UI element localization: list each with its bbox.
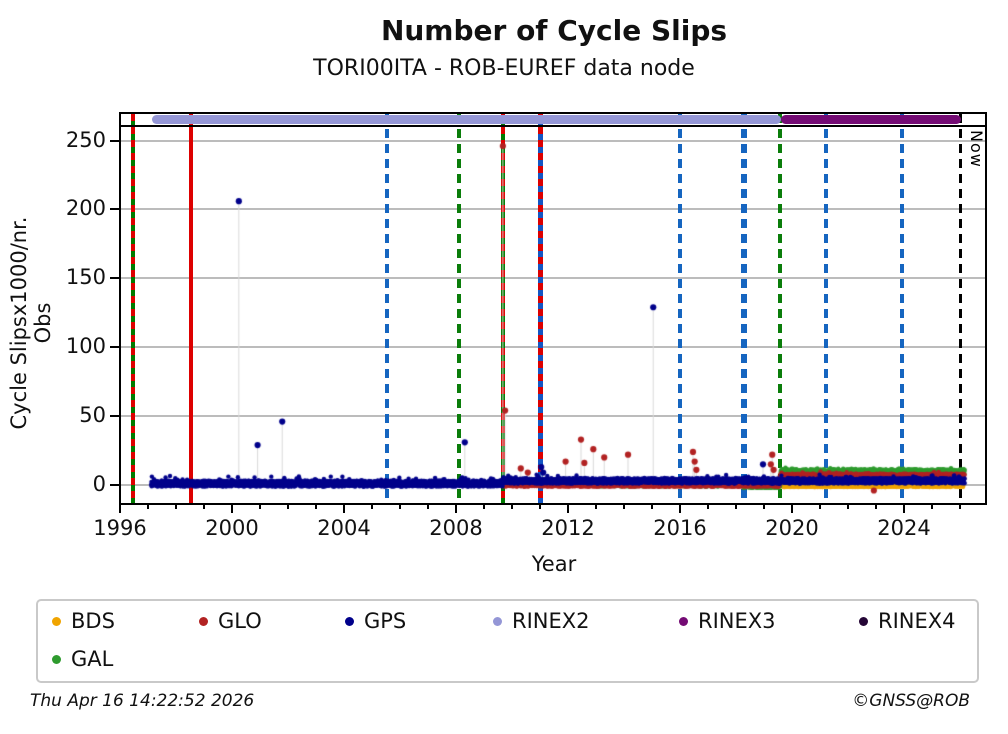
- x-tick: [539, 503, 541, 509]
- y-tick: [110, 139, 119, 142]
- x-tick: [427, 503, 429, 509]
- x-tick: [931, 503, 933, 509]
- legend-item-gps: GPS: [345, 609, 406, 633]
- y-tick-label: 50: [79, 403, 106, 428]
- x-tick: [483, 503, 485, 509]
- legend-label: GAL: [71, 647, 114, 671]
- y-tick-label: 0: [92, 472, 106, 496]
- plot-area: Now: [119, 112, 987, 505]
- y-tick: [110, 484, 119, 486]
- y-tick-label: 100: [65, 334, 106, 359]
- legend-label: RINEX3: [698, 609, 776, 633]
- legend-label: GPS: [364, 609, 407, 633]
- x-tick: [315, 503, 317, 509]
- y-tick-label: 200: [65, 196, 106, 221]
- x-tick: [623, 503, 625, 509]
- copyright-credit: ©GNSS@ROB: [852, 691, 970, 711]
- x-tick: [735, 503, 737, 509]
- x-tick: [511, 503, 513, 509]
- x-tick: [679, 503, 681, 513]
- x-tick: [287, 503, 289, 509]
- x-tick: [399, 503, 401, 509]
- y-tick: [110, 208, 119, 211]
- legend-item-rinex4: RINEX4: [859, 609, 956, 633]
- y-tick-label: 250: [65, 127, 106, 152]
- x-tick: [651, 503, 653, 509]
- chart-subtitle: TORI00ITA - ROB-EUREF data node: [313, 56, 695, 81]
- legend-label: RINEX2: [512, 609, 590, 633]
- scatter-data-canvas: [121, 114, 985, 503]
- x-tick-label: 2024: [877, 516, 931, 540]
- x-tick-label: 2012: [541, 516, 595, 540]
- y-tick: [110, 415, 119, 418]
- x-tick-label: 1996: [93, 516, 147, 540]
- x-tick: [455, 503, 457, 513]
- x-tick: [343, 503, 345, 513]
- x-tick: [371, 503, 373, 509]
- x-tick-label: 2004: [317, 516, 371, 540]
- gps-marker-icon: [345, 616, 354, 626]
- x-tick-label: 2020: [765, 516, 819, 540]
- x-tick: [175, 503, 177, 509]
- legend-item-gal: GAL: [52, 647, 113, 671]
- x-tick-label: 2008: [429, 516, 483, 540]
- legend-item-bds: BDS: [52, 609, 115, 633]
- x-tick: [567, 503, 569, 513]
- x-tick: [203, 503, 205, 509]
- rinex2-marker-icon: [493, 616, 502, 626]
- x-tick: [903, 503, 905, 513]
- x-tick: [231, 503, 233, 513]
- y-tick: [110, 277, 119, 280]
- x-tick: [959, 503, 961, 509]
- x-tick: [595, 503, 597, 509]
- y-tick: [110, 346, 119, 349]
- x-tick: [119, 503, 121, 513]
- legend-item-glo: GLO: [199, 609, 262, 633]
- x-tick: [707, 503, 709, 509]
- x-tick: [791, 503, 793, 513]
- version-bar-rinex2: [152, 115, 781, 124]
- x-axis-label: Year: [531, 552, 577, 576]
- now-label: Now: [966, 130, 986, 168]
- plot-timestamp: Thu Apr 16 14:22:52 2026: [30, 691, 255, 711]
- x-tick: [875, 503, 877, 509]
- x-tick: [819, 503, 821, 509]
- legend-label: GLO: [218, 609, 262, 633]
- x-tick-label: 2000: [205, 516, 259, 540]
- legend-label: RINEX4: [878, 609, 956, 633]
- x-tick: [147, 503, 149, 509]
- rinex3-marker-icon: [679, 616, 688, 626]
- glo-marker-icon: [199, 616, 208, 626]
- gal-marker-icon: [52, 654, 61, 664]
- y-tick-label: 150: [65, 265, 106, 290]
- legend-label: BDS: [71, 609, 115, 633]
- legend-item-rinex2: RINEX2: [493, 609, 590, 633]
- chart-title: Number of Cycle Slips: [380, 14, 728, 47]
- version-bar-rinex3: [780, 115, 961, 124]
- bds-marker-icon: [52, 616, 61, 626]
- legend-box: BDS GLO GPS RINEX2 RINEX3 RINEX4 GAL: [36, 599, 979, 683]
- x-tick: [847, 503, 849, 509]
- x-tick-label: 2016: [653, 516, 707, 540]
- x-tick: [259, 503, 261, 509]
- legend-item-rinex3: RINEX3: [679, 609, 776, 633]
- x-tick: [763, 503, 765, 509]
- rinex4-marker-icon: [859, 616, 868, 626]
- rinex-strip-divider: [121, 125, 985, 127]
